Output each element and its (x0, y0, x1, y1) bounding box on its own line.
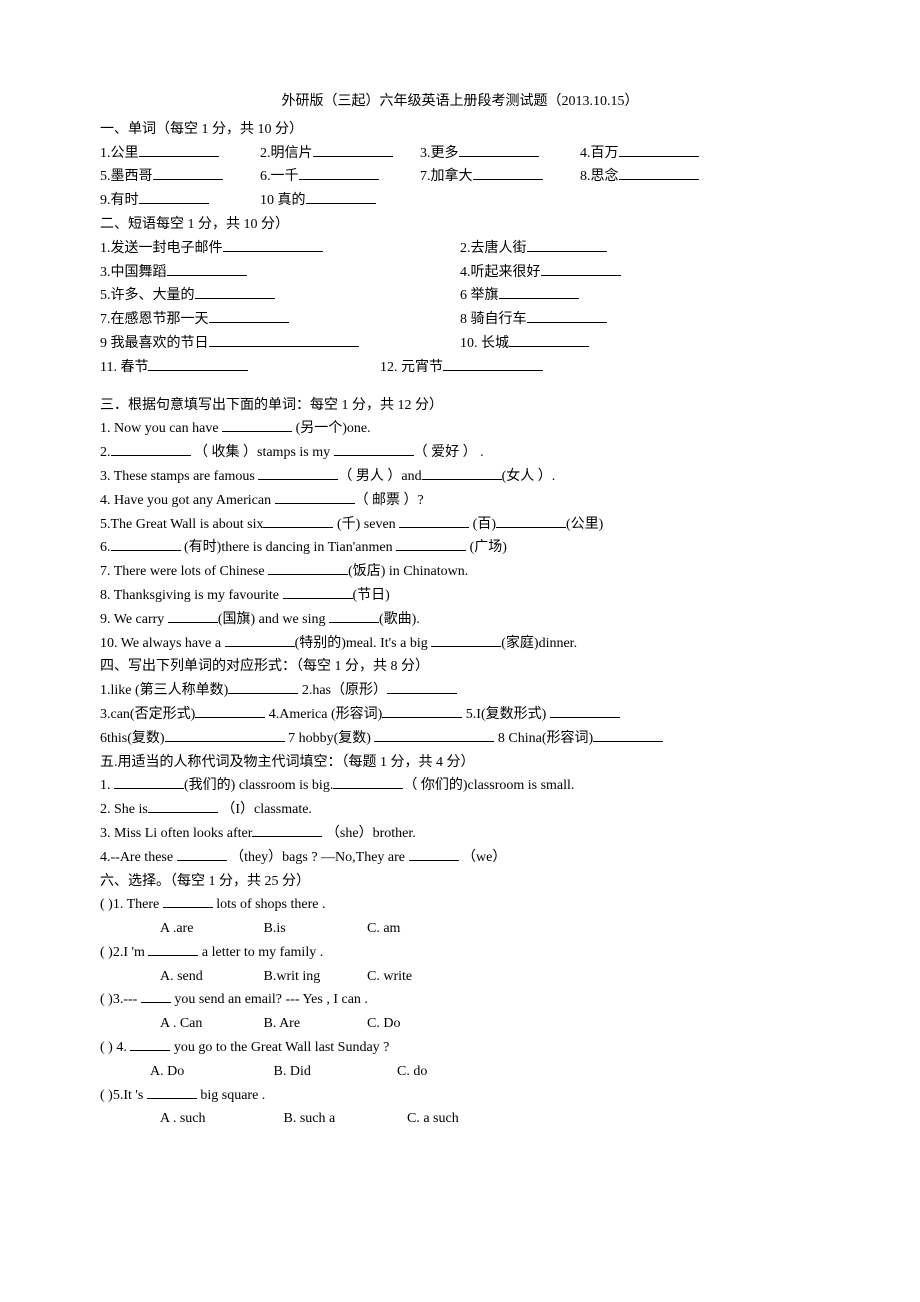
s3-q7: 7. There were lots of Chinese (饭店) in Ch… (100, 560, 820, 584)
s3-q5: 5.The Great Wall is about six (千) seven … (100, 513, 820, 537)
s6-q2-stem: ( )2.I 'm a letter to my family . (100, 941, 820, 965)
s5-q2: 2. She is （I）classmate. (100, 798, 820, 822)
s6-q3-stem: ( )3.--- you send an email? --- Yes , I … (100, 988, 820, 1012)
s4-l2: 3.can(否定形式) 4.America (形容词) 5.I(复数形式) (100, 703, 820, 727)
s2-row6: 11. 春节 12. 元宵节 (100, 356, 820, 380)
s6-q5-stem: ( )5.It 's big square . (100, 1084, 820, 1108)
s2-row1: 1.发送一封电子邮件 2.去唐人街 (100, 237, 820, 261)
section-2-header: 二、短语每空 1 分，共 10 分） (100, 213, 820, 237)
s3-q10: 10. We always have a (特别的)meal. It's a b… (100, 632, 820, 656)
section-1-line3: 9.有时 10 真的 (100, 189, 820, 213)
s5-q1: 1. (我们的) classroom is big.（ 你们的)classroo… (100, 774, 820, 798)
s4-l1: 1.like (第三人称单数) 2.has（原形） (100, 679, 820, 703)
s6-q5-opts: A . such B. such a C. a such (100, 1107, 820, 1131)
s6-q1-opts: A .are B.is C. am (100, 917, 820, 941)
s3-q1: 1. Now you can have (另一个)one. (100, 417, 820, 441)
s5-q4: 4.--Are these （they）bags ? —No,They are … (100, 846, 820, 870)
s4-l3: 6this(复数) 7 hobby(复数) 8 China(形容词) (100, 727, 820, 751)
section-1-header: 一、单词（每空 1 分，共 10 分） (100, 118, 820, 142)
s6-q2-opts: A. send B.writ ing C. write (100, 965, 820, 989)
s2-row2: 3.中国舞蹈 4.听起来很好 (100, 261, 820, 285)
section-1-line1: 1.公里 2.明信片 3.更多 4.百万 (100, 142, 820, 166)
s6-q4-opts: A. Do B. Did C. do (100, 1060, 820, 1084)
page-title: 外研版（三起）六年级英语上册段考测试题（2013.10.15） (100, 90, 820, 114)
s3-q6: 6. (有时)there is dancing in Tian'anmen (广… (100, 536, 820, 560)
section-1-line2: 5.墨西哥 6.一千 7.加拿大 8.思念 (100, 165, 820, 189)
s6-q1-stem: ( )1. There lots of shops there . (100, 893, 820, 917)
s5-q3: 3. Miss Li often looks after （she）brothe… (100, 822, 820, 846)
s6-q3-opts: A . Can B. Are C. Do (100, 1012, 820, 1036)
section-5-header: 五.用适当的人称代词及物主代词填空：（每题 1 分，共 4 分） (100, 751, 820, 775)
s3-q4: 4. Have you got any American （ 邮票 ）? (100, 489, 820, 513)
section-3-header: 三．根据句意填写出下面的单词：每空 1 分，共 12 分） (100, 394, 820, 418)
section-4-header: 四、写出下列单词的对应形式：（每空 1 分，共 8 分） (100, 655, 820, 679)
s3-q2: 2. （ 收集 ）stamps is my （ 爱好 ） . (100, 441, 820, 465)
section-6-header: 六、选择。（每空 1 分，共 25 分） (100, 870, 820, 894)
s2-row5: 9 我最喜欢的节日 10. 长城 (100, 332, 820, 356)
s2-row4: 7.在感恩节那一天 8 骑自行车 (100, 308, 820, 332)
s6-q4-stem: ( ) 4. you go to the Great Wall last Sun… (100, 1036, 820, 1060)
s3-q9: 9. We carry (国旗) and we sing (歌曲). (100, 608, 820, 632)
s2-row3: 5.许多、大量的 6 举旗 (100, 284, 820, 308)
s3-q8: 8. Thanksgiving is my favourite (节日) (100, 584, 820, 608)
s3-q3: 3. These stamps are famous （ 男人 ）and(女人 … (100, 465, 820, 489)
